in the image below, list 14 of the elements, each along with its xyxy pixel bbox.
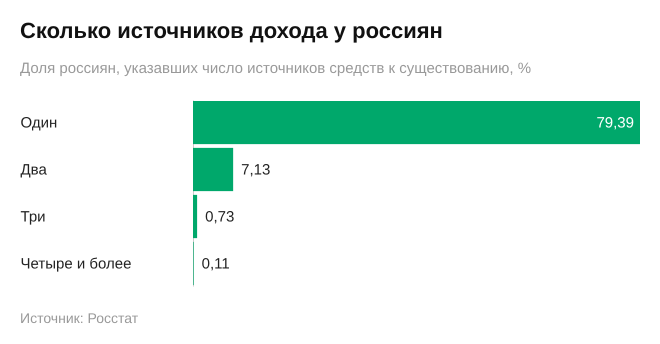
chart-subtitle: Доля россиян, указавших число источников средств к существованию, % xyxy=(20,60,532,77)
y-tick-label: Четыре и более xyxy=(20,255,132,272)
data-label: 0,11 xyxy=(202,255,230,272)
bar xyxy=(193,148,234,192)
bar xyxy=(193,194,198,238)
chart-title: Сколько источников дохода у россиян xyxy=(20,18,443,44)
data-label: 7,13 xyxy=(241,162,270,179)
y-tick-label: Один xyxy=(20,114,58,132)
bar xyxy=(193,100,640,144)
y-tick-label: Два xyxy=(20,162,48,179)
data-label: 0,73 xyxy=(205,208,234,226)
data-label: 79,39 xyxy=(596,114,634,132)
text: Источник: Росстат xyxy=(20,310,138,326)
y-tick-label: Три xyxy=(20,208,46,226)
